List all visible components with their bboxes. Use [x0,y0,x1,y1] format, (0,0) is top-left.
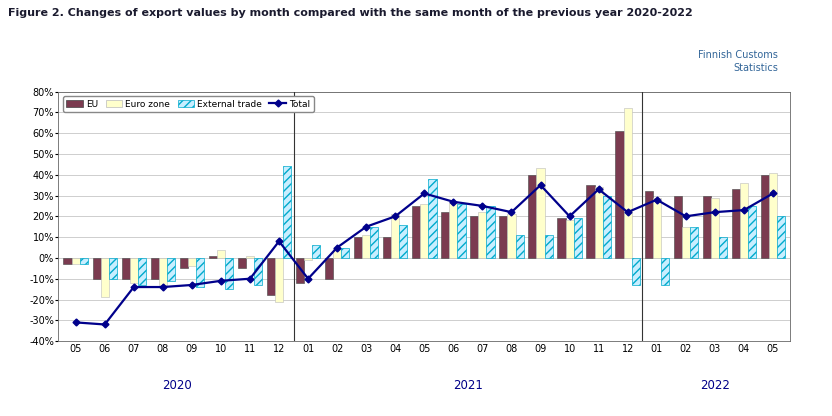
Bar [72,258,80,264]
Bar [595,187,602,258]
Bar [470,216,478,258]
Bar [63,258,72,264]
Bar [631,258,640,285]
Text: 2021: 2021 [453,379,483,391]
Text: 2022: 2022 [700,379,730,391]
Bar [354,237,362,258]
Bar [508,214,516,258]
Text: Finnish Customs
Statistics: Finnish Customs Statistics [698,50,778,73]
Bar [80,258,88,264]
Legend: EU, Euro zone, External trade, Total: EU, Euro zone, External trade, Total [62,96,314,112]
Bar [645,191,652,258]
Bar [777,216,785,258]
Bar [362,235,370,258]
Bar [487,206,495,258]
Bar [333,248,341,258]
Bar [109,258,117,279]
Bar [748,206,756,258]
Bar [703,196,711,258]
Bar [325,258,333,279]
Bar [246,256,254,258]
Bar [121,258,130,279]
Bar [370,227,379,258]
Bar [674,196,681,258]
Bar [557,218,566,258]
Bar [138,258,146,285]
Bar [283,166,291,258]
Text: 2020: 2020 [162,379,192,391]
Bar [412,206,420,258]
Bar [101,258,109,297]
Bar [711,198,719,258]
Bar [225,258,233,289]
Bar [545,235,552,258]
Text: Figure 2. Changes of export values by month compared with the same month of the : Figure 2. Changes of export values by mo… [8,8,693,18]
Bar [399,225,408,258]
Bar [238,258,246,268]
Bar [304,258,312,260]
Bar [441,212,449,258]
Bar [602,196,611,258]
Bar [769,173,777,258]
Bar [587,185,595,258]
Bar [188,258,196,266]
Bar [573,218,582,258]
Bar [209,256,217,258]
Bar [167,258,175,281]
Bar [478,212,487,258]
Bar [196,258,204,287]
Bar [731,189,740,258]
Bar [275,258,283,302]
Bar [267,258,275,295]
Bar [719,237,727,258]
Bar [458,204,466,258]
Bar [130,258,138,283]
Bar [528,175,537,258]
Bar [428,179,437,258]
Bar [92,258,101,279]
Bar [341,248,349,258]
Bar [254,258,262,285]
Bar [681,227,690,258]
Bar [537,168,545,258]
Bar [516,235,523,258]
Bar [296,258,304,283]
Bar [449,202,458,258]
Bar [312,245,320,258]
Bar [690,227,698,258]
Bar [616,131,624,258]
Bar [740,183,748,258]
Bar [661,258,669,285]
Bar [652,198,661,258]
Bar [760,175,769,258]
Bar [566,220,573,258]
Bar [420,204,428,258]
Bar [180,258,188,268]
Bar [624,108,631,258]
Bar [151,258,159,279]
Bar [499,216,508,258]
Bar [391,214,399,258]
Bar [383,237,391,258]
Bar [217,250,225,258]
Bar [159,258,167,285]
